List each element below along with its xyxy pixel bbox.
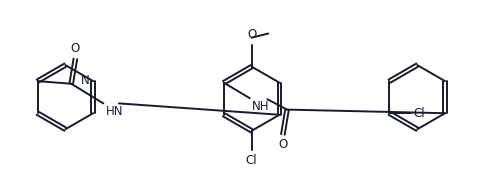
Text: N: N <box>81 74 90 87</box>
Text: NH: NH <box>252 100 270 113</box>
Text: O: O <box>278 138 287 151</box>
Text: O: O <box>247 28 256 41</box>
Text: Cl: Cl <box>414 107 425 120</box>
Text: HN: HN <box>106 105 123 118</box>
Text: O: O <box>71 42 80 55</box>
Text: Cl: Cl <box>246 154 257 167</box>
